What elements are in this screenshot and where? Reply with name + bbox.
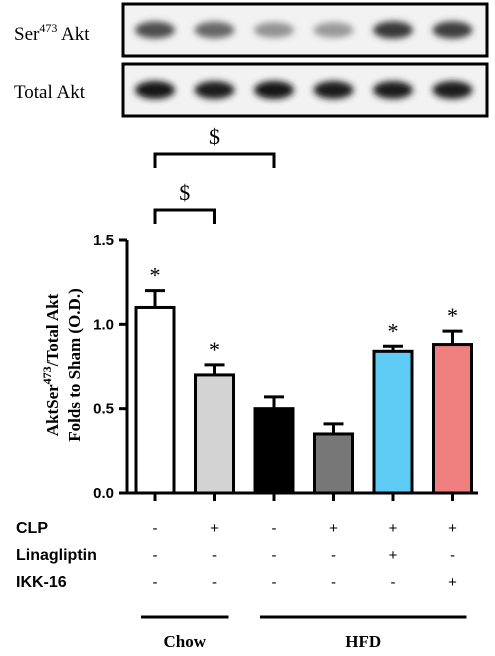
blot-ser473: Ser473 Akt (14, 2, 489, 58)
blot-band (432, 81, 473, 99)
condition-label: IKK-16 (16, 574, 67, 591)
group-labels: Chow HFD (141, 615, 467, 651)
y-tick-label: 0.5 (93, 401, 114, 418)
significance-bracket-label: $ (179, 180, 190, 205)
blot-band (373, 81, 413, 99)
condition-sign: - (272, 574, 277, 591)
significance-star: * (150, 263, 161, 288)
bar (372, 349, 414, 495)
condition-sign: + (389, 547, 398, 564)
significance-bracket-label: $ (209, 124, 220, 149)
condition-sign: + (389, 520, 398, 537)
condition-sign: - (212, 547, 217, 564)
condition-sign: - (153, 520, 158, 537)
blot-total-akt-label: Total Akt (14, 82, 86, 103)
condition-sign: - (153, 547, 158, 564)
bar (253, 407, 295, 495)
condition-sign: + (329, 520, 338, 537)
condition-sign: - (391, 574, 396, 591)
condition-sign: - (272, 520, 277, 537)
blot-band (313, 22, 354, 38)
y-axis-label-line1: AktSer473/Total Akt (40, 293, 62, 436)
y-tick-label: 1.5 (93, 232, 114, 249)
condition-sign: - (331, 574, 336, 591)
bars: * * * * (134, 263, 473, 495)
condition-sign: + (210, 520, 219, 537)
blot-band (254, 22, 294, 38)
blot-total-akt-bands (135, 81, 473, 99)
blot-band (194, 21, 235, 39)
condition-sign: - (450, 547, 455, 564)
condition-sign: + (448, 574, 457, 591)
condition-sign: - (272, 547, 277, 564)
blot-band (135, 21, 175, 39)
significance-star: * (209, 337, 220, 362)
blot-ser473-bands (135, 21, 473, 39)
blot-total-akt-frame (121, 62, 489, 118)
blot-band (135, 81, 175, 99)
condition-sign: - (331, 547, 336, 564)
y-ticks: 0.0 0.5 1.0 1.5 (93, 232, 127, 502)
significance-star: * (447, 303, 458, 328)
y-tick-label: 0.0 (93, 485, 114, 502)
condition-table: CLP - + - + + + Linagliptin - - - - + - IKK-16 - - - - - + (16, 520, 457, 591)
blot-band (313, 81, 354, 99)
condition-label: CLP (16, 520, 48, 537)
blot-band (254, 81, 294, 99)
bar (432, 343, 473, 495)
bar (313, 432, 354, 495)
significance-bracket (153, 208, 216, 224)
condition-sign: - (153, 574, 158, 591)
condition-label: Linagliptin (16, 547, 97, 564)
y-axis-label-line2: Folds to Sham (O.D.) (65, 288, 84, 441)
group-label: Chow (163, 632, 206, 651)
significance-bracket (153, 152, 276, 168)
condition-sign: + (448, 520, 457, 537)
y-axis: 0.0 0.5 1.0 1.5 (93, 232, 129, 502)
blot-band (432, 21, 473, 39)
blot-total-akt: Total Akt (14, 62, 489, 118)
y-tick-label: 1.0 (93, 316, 114, 333)
group-label: HFD (345, 632, 381, 651)
bar (134, 305, 176, 495)
significance-star: * (388, 318, 399, 343)
bar (194, 373, 235, 495)
blot-ser473-label: Ser473 Akt (14, 21, 90, 45)
blot-band (194, 81, 235, 99)
blot-band (373, 21, 413, 39)
condition-sign: - (212, 574, 217, 591)
blot-ser473-frame (121, 2, 489, 58)
significance-brackets: $$ (153, 124, 276, 224)
